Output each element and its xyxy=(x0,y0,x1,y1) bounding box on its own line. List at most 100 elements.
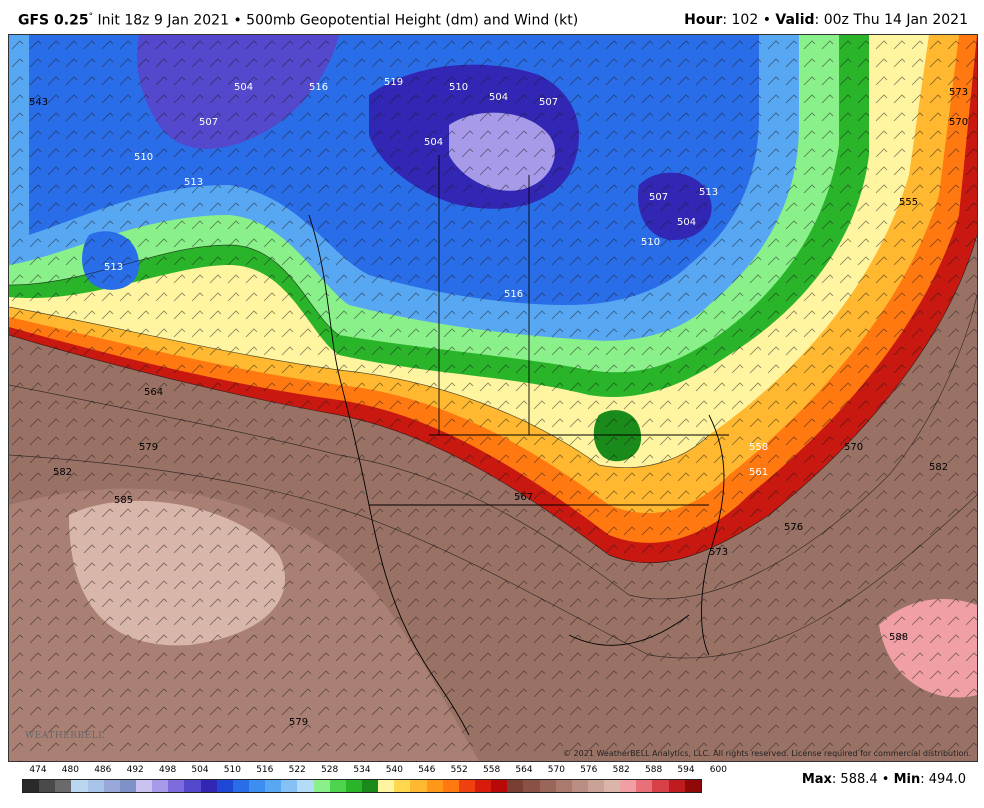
legend-swatch xyxy=(329,780,346,792)
legend-swatch xyxy=(587,780,605,792)
legend-label: 486 xyxy=(94,765,112,775)
legend-label: 510 xyxy=(223,765,241,775)
legend-label: 564 xyxy=(515,765,533,775)
contour-label: 579 xyxy=(139,442,158,453)
legend-swatch xyxy=(87,780,104,792)
legend-swatch xyxy=(555,780,572,792)
contour-label: 567 xyxy=(514,492,533,503)
contour-label: 573 xyxy=(949,87,968,98)
contour-label: 558 xyxy=(749,442,768,453)
contour-label: 504 xyxy=(489,92,508,103)
contour-label: 507 xyxy=(199,117,218,128)
legend-label: 546 xyxy=(418,765,436,775)
model-name: GFS 0.25 xyxy=(18,12,89,29)
legend-swatch xyxy=(474,780,492,792)
contour-label: 582 xyxy=(929,462,948,473)
separator: • xyxy=(233,12,242,29)
contour-label: 516 xyxy=(504,289,523,300)
height-field: 504 507 510 513 516 519 510 504 507 504 … xyxy=(9,35,977,761)
color-legend: 474 480 486 492 498 504 510 516 522 528 534 540 546 5… xyxy=(22,764,727,804)
legend-label: 528 xyxy=(321,765,339,775)
legend-swatch xyxy=(458,780,475,792)
legend-swatch xyxy=(23,780,40,792)
legend-swatch xyxy=(684,780,701,792)
legend-label: 480 xyxy=(61,765,79,775)
legend-label: 498 xyxy=(159,765,177,775)
legend-swatches xyxy=(22,779,702,793)
copyright-notice: © 2021 WeatherBELL Analytics, LLC. All r… xyxy=(563,749,971,758)
legend-swatch xyxy=(410,780,427,792)
legend-label: 582 xyxy=(612,765,630,775)
legend-swatch xyxy=(281,780,298,792)
contour-label: 510 xyxy=(449,82,468,93)
contour-label: 507 xyxy=(539,97,558,108)
legend-label: 570 xyxy=(547,765,565,775)
legend-swatch xyxy=(71,780,88,792)
legend-swatch xyxy=(620,780,637,792)
legend-label: 588 xyxy=(645,765,663,775)
legend-swatch xyxy=(103,780,120,792)
legend-swatch xyxy=(523,780,540,792)
weather-map[interactable]: 504 507 510 513 516 519 510 504 507 504 … xyxy=(8,34,978,762)
legend-swatch xyxy=(394,780,411,792)
legend-swatch xyxy=(119,780,136,792)
contour-label: 507 xyxy=(649,192,668,203)
contour-label: 585 xyxy=(114,495,133,506)
legend-swatch xyxy=(652,780,669,792)
legend-swatch xyxy=(507,780,524,792)
legend-label: 516 xyxy=(256,765,274,775)
legend-label: 522 xyxy=(288,765,306,775)
legend-swatch xyxy=(313,780,330,792)
legend-swatch xyxy=(442,780,459,792)
valid-value: : 00z Thu 14 Jan 2021 xyxy=(814,12,968,28)
degree-symbol: ° xyxy=(88,12,94,22)
init-time: Init 18z 9 Jan 2021 xyxy=(97,12,229,29)
legend-label: 552 xyxy=(450,765,468,775)
legend-swatch xyxy=(297,780,314,792)
legend-swatch xyxy=(232,780,249,792)
valid-label: Valid xyxy=(775,12,815,28)
max-label: Max xyxy=(801,772,832,787)
weatherbell-logo: WEATHERBELL xyxy=(25,731,105,741)
contour-label: 570 xyxy=(844,442,863,453)
contour-label: 519 xyxy=(384,77,403,88)
legend-swatch xyxy=(361,780,379,792)
hour-label: Hour xyxy=(684,12,723,28)
legend-label: 474 xyxy=(29,765,47,775)
contour-label: 573 xyxy=(709,547,728,558)
separator: • xyxy=(762,12,771,28)
legend-swatch xyxy=(184,780,201,792)
hour-value: : 102 xyxy=(722,12,759,28)
legend-swatch xyxy=(571,780,588,792)
contour-label: 510 xyxy=(641,237,660,248)
header-bar: GFS 0.25° Init 18z 9 Jan 2021 • 500mb Ge… xyxy=(0,0,984,34)
legend-swatch xyxy=(135,780,153,792)
contour-label: 513 xyxy=(104,262,123,273)
legend-label: 558 xyxy=(483,765,501,775)
legend-swatch xyxy=(636,780,653,792)
contour-label: 570 xyxy=(949,117,968,128)
legend-swatch xyxy=(426,780,443,792)
product-name: 500mb Geopotential Height (dm) and Wind … xyxy=(246,12,579,29)
legend-swatch xyxy=(265,780,282,792)
legend-swatch xyxy=(539,780,556,792)
contour-label: 513 xyxy=(699,187,718,198)
valid-info: Hour: 102 • Valid: 00z Thu 14 Jan 2021 xyxy=(684,12,968,28)
legend-swatch xyxy=(345,780,362,792)
max-value: : 588.4 xyxy=(831,772,878,787)
min-label: Min xyxy=(893,772,921,787)
contour-label: 543 xyxy=(29,97,48,108)
legend-swatch xyxy=(152,780,169,792)
legend-label: 492 xyxy=(126,765,144,775)
product-title: GFS 0.25° Init 18z 9 Jan 2021 • 500mb Ge… xyxy=(18,12,578,29)
legend-swatch xyxy=(168,780,185,792)
contour-label: 582 xyxy=(53,467,72,478)
legend-label: 576 xyxy=(580,765,598,775)
contour-label: 504 xyxy=(677,217,696,228)
legend-label: 540 xyxy=(385,765,403,775)
contour-label: 555 xyxy=(899,197,918,208)
legend-swatch xyxy=(604,780,621,792)
legend-swatch xyxy=(39,780,56,792)
contour-label: 516 xyxy=(309,82,328,93)
legend-swatch xyxy=(216,780,233,792)
